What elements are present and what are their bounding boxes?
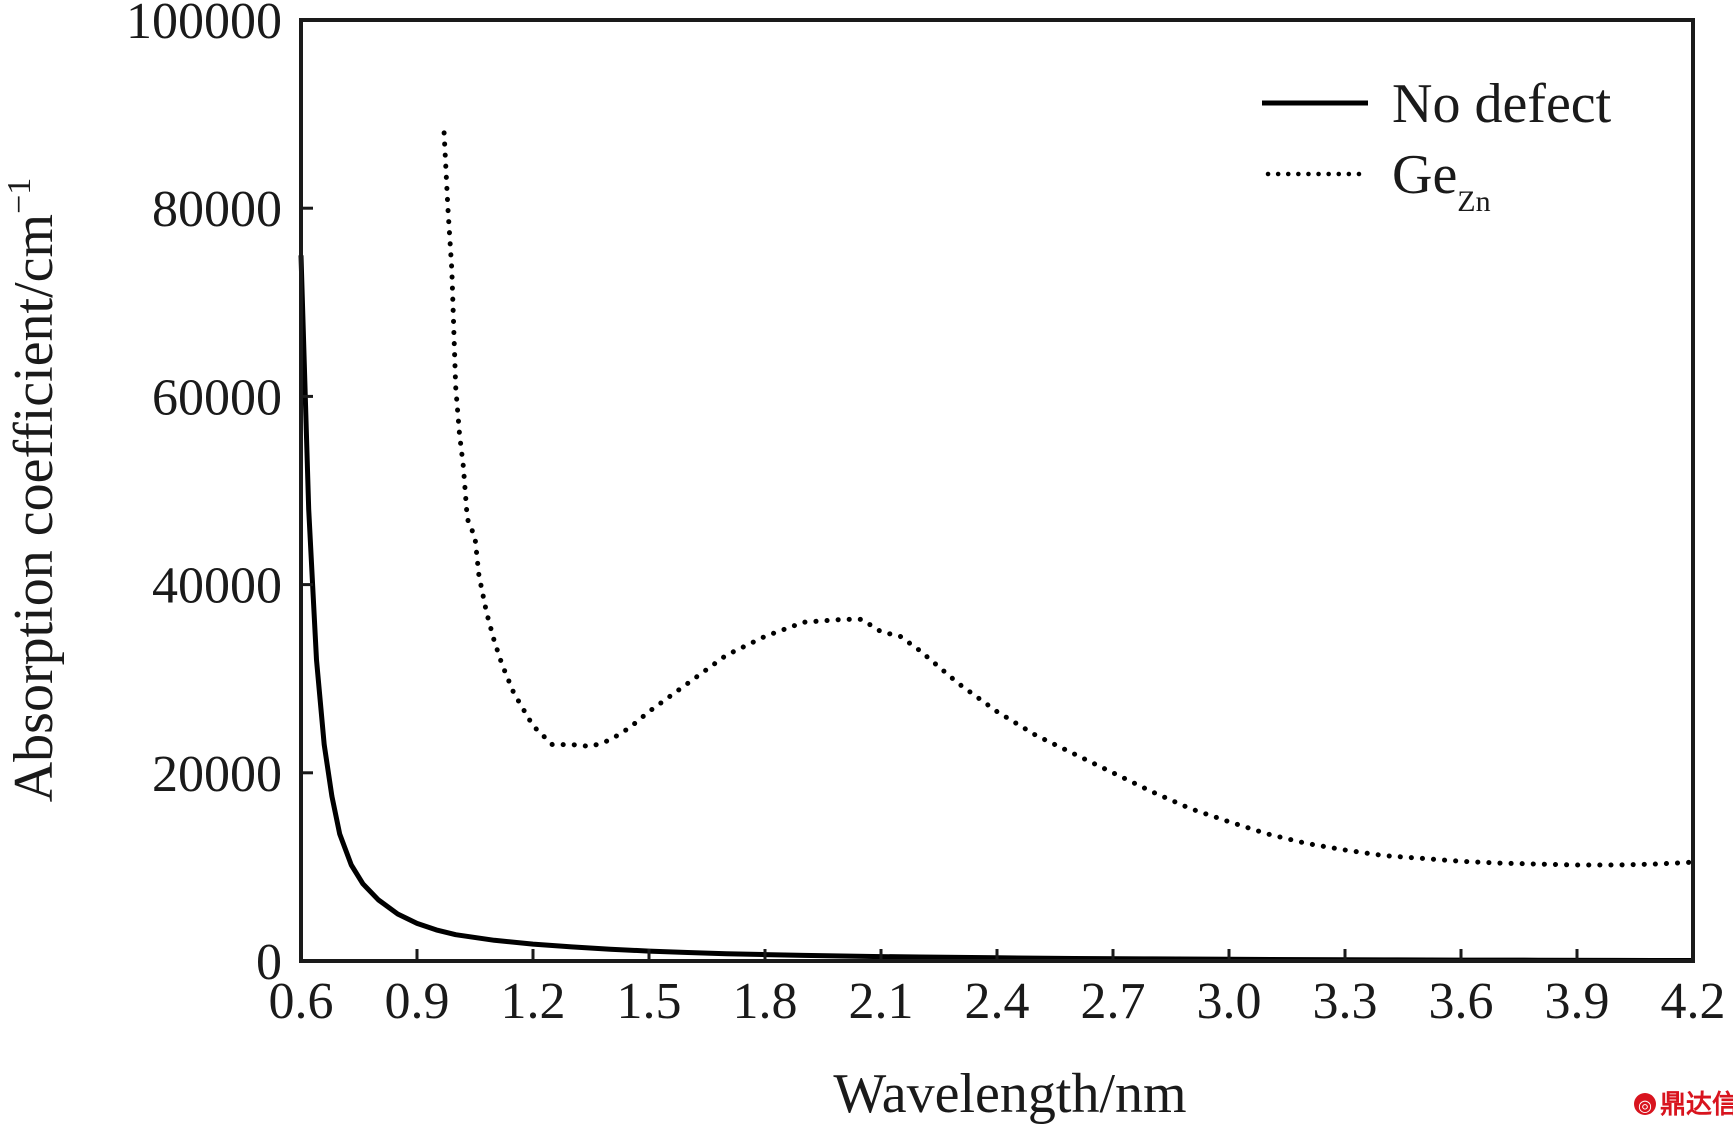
legend-label-gezn-main: Ge (1392, 144, 1457, 206)
x-tick-label: 2.1 (849, 973, 914, 1030)
watermark-logo-icon (1634, 1093, 1656, 1115)
watermark: ◎ 鼎达信 (1634, 1090, 1733, 1120)
y-tick-label: 20000 (152, 746, 282, 803)
x-tick-label: 1.2 (501, 973, 566, 1030)
y-axis-ticks: 0 20000 40000 60000 80000 100000 (126, 0, 313, 991)
y-tick-label: 80000 (152, 181, 282, 238)
y-axis-title-main: Absorption coefficient/cm (3, 214, 65, 802)
x-tick-label: 3.3 (1313, 973, 1378, 1030)
y-axis-title-sup: −1 (1, 178, 38, 214)
y-axis-title: Absorption coefficient/cm−1 (1, 178, 65, 803)
x-tick-label: 1.8 (733, 973, 798, 1030)
x-axis-title: Wavelength/nm (833, 1063, 1186, 1125)
x-axis-ticks: 0.6 0.9 1.2 1.5 1.8 2.1 2.4 2.7 3.0 3.3 3.6 3.9 4.2 (269, 949, 1726, 1030)
x-tick-label: 4.2 (1661, 973, 1726, 1030)
x-tick-label: 0.6 (269, 973, 334, 1030)
y-tick-label: 60000 (152, 369, 282, 426)
x-tick-label: 1.5 (617, 973, 682, 1030)
x-tick-label: 3.0 (1197, 973, 1262, 1030)
legend-label-gezn-sub: Zn (1457, 185, 1490, 218)
x-tick-label: 0.9 (385, 973, 450, 1030)
y-tick-label: 0 (256, 934, 282, 991)
x-tick-label: 2.4 (965, 973, 1030, 1030)
x-tick-label: 3.9 (1545, 973, 1610, 1030)
legend-label-no-defect: No defect (1392, 73, 1612, 135)
legend: No defect GeZn (1262, 73, 1612, 218)
y-tick-label: 100000 (126, 0, 282, 50)
legend-label-gezn: GeZn (1392, 144, 1491, 218)
y-tick-label: 40000 (152, 558, 282, 615)
x-tick-label: 2.7 (1081, 973, 1146, 1030)
x-tick-label: 3.6 (1429, 973, 1494, 1030)
series-line-gezn (441, 130, 1696, 868)
watermark-text: 鼎达信 (1660, 1090, 1733, 1120)
watermark-logo-glyph: ◎ (1638, 1096, 1652, 1115)
